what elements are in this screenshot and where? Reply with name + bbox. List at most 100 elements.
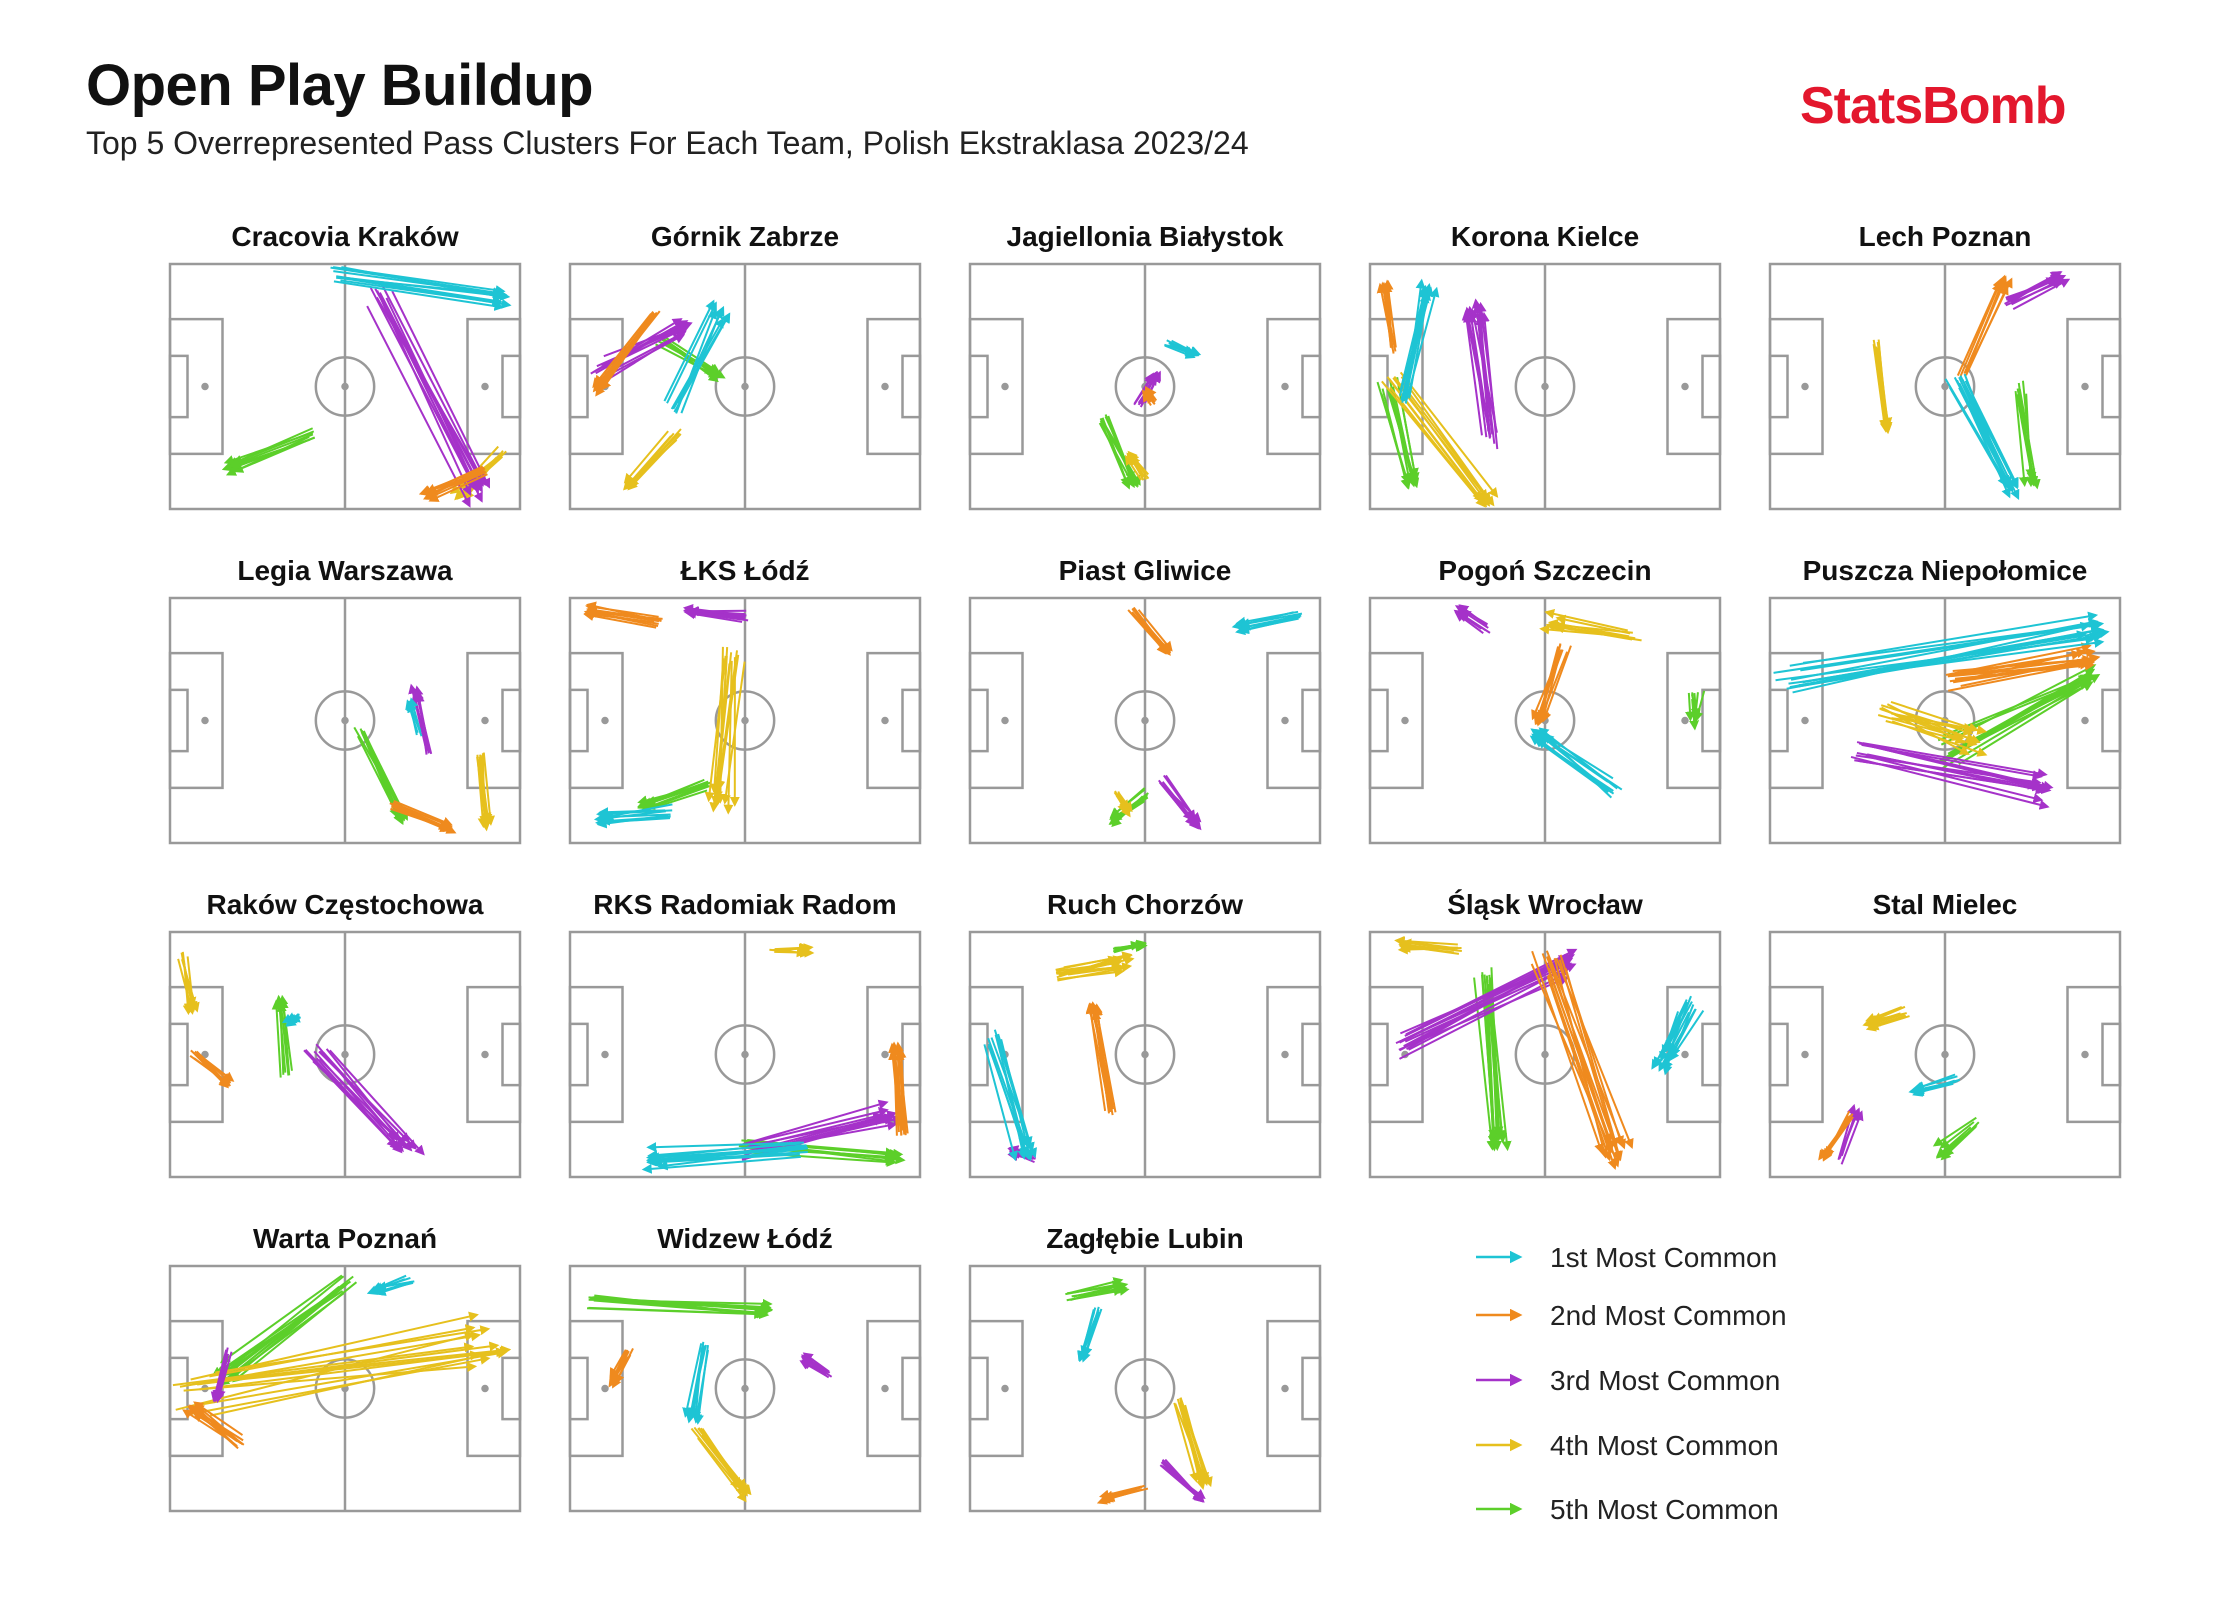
pass-cluster-5 (2014, 380, 2041, 490)
pass-arrow (1534, 653, 1561, 726)
pass-cluster-5 (587, 1294, 774, 1320)
pass-arrow (774, 947, 815, 958)
penalty-box-left (568, 1319, 624, 1458)
centre-circle (1114, 1024, 1176, 1085)
centre-spot (741, 382, 749, 391)
pass-arrow (597, 310, 661, 390)
pass-cluster-4 (704, 646, 746, 815)
pass-cluster-2 (1085, 1001, 1117, 1116)
pass-arrow (194, 1402, 244, 1446)
pass-arrow (1964, 380, 2019, 488)
pass-arrow (391, 290, 491, 489)
pass-arrow (393, 800, 453, 827)
pitch (168, 930, 522, 1179)
team-title: Jagiellonia Białystok (1007, 221, 1284, 252)
pass-arrow (1454, 611, 1484, 634)
centre-spot (1941, 1050, 1949, 1059)
pass-cluster-1 (1529, 727, 1623, 799)
pass-arrow (741, 1120, 898, 1154)
six-yard-box-left (568, 354, 589, 419)
pass-arrow (1536, 651, 1569, 727)
centre-circle (314, 1358, 376, 1419)
team-title: ŁKS Łódź (680, 555, 809, 586)
pass-arrow (1669, 1009, 1705, 1062)
pass-arrow (482, 752, 496, 826)
pass-cluster-5 (271, 994, 293, 1078)
pass-cluster-2 (1141, 385, 1158, 406)
pass-arrow (1065, 1280, 1123, 1296)
pass-cluster-4 (1877, 701, 1988, 757)
pass-cluster-1 (593, 803, 673, 829)
team-panel: Warta Poznań (168, 1223, 522, 1513)
pass-arrow (479, 754, 492, 828)
pass-arrow (1146, 387, 1158, 402)
pass-arrow (1098, 1485, 1142, 1500)
pass-arrow (596, 328, 682, 368)
penalty-spot-left (1001, 1384, 1009, 1393)
pass-cluster-4 (1872, 339, 1893, 435)
penalty-box-left (1768, 651, 1824, 790)
pass-arrow (1127, 609, 1168, 654)
pass-arrow (381, 298, 483, 503)
pass-arrow (1092, 1004, 1117, 1113)
pass-arrow (1944, 378, 2010, 488)
penalty-spot-left (1801, 1050, 1809, 1059)
penalty-spot-left (601, 716, 609, 725)
legend-item: 2nd Most Common (1476, 1300, 1787, 1331)
centre-circle (714, 690, 776, 751)
pass-arrow (1161, 781, 1202, 831)
pass-arrow (740, 1099, 889, 1146)
team-title: Piast Gliwice (1059, 555, 1232, 586)
pass-arrow (1547, 974, 1618, 1170)
pass-arrow (1950, 659, 2091, 678)
six-yard-box-left (568, 1022, 589, 1087)
pass-cluster-4 (1113, 790, 1133, 818)
pass-arrow (2018, 388, 2041, 490)
team-panel: Pogoń Szczecin (1368, 555, 1722, 845)
team-panel: Puszcza Niepołomice (1768, 555, 2122, 845)
page-subtitle: Top 5 Overrepresented Pass Clusters For … (86, 125, 1249, 161)
pass-cluster-5 (353, 726, 408, 826)
pass-cluster-3 (1453, 604, 1491, 634)
penalty-spot-right (1281, 716, 1289, 725)
pass-arrow (1055, 951, 1133, 971)
pass-cluster-4 (1055, 951, 1135, 982)
pass-cluster-5 (1684, 690, 1706, 731)
pass-arrow (199, 1347, 507, 1391)
pass-arrow (1854, 759, 2049, 794)
penalty-spot-right (1681, 716, 1689, 725)
pass-arrow (1161, 1464, 1206, 1499)
pass-arrow (1173, 1402, 1199, 1483)
pass-arrow (1876, 347, 1892, 430)
pass-arrow (381, 284, 486, 486)
pass-arrow (2015, 394, 2037, 487)
pass-cluster-5 (211, 1274, 358, 1386)
six-yard-box-left (168, 688, 189, 753)
legend-item: 1st Most Common (1476, 1242, 1777, 1273)
six-yard-box-right (1301, 1022, 1322, 1087)
penalty-spot-right (481, 716, 489, 725)
pass-arrow (983, 1044, 1018, 1162)
pass-arrow (1380, 282, 1392, 348)
legend-item: 4th Most Common (1476, 1430, 1779, 1461)
pass-arrow (675, 308, 718, 414)
penalty-box-right (466, 317, 522, 456)
page-title: Open Play Buildup (86, 53, 594, 118)
pass-arrow (1891, 720, 1988, 757)
pass-cluster-2 (592, 310, 661, 397)
pass-arrow (1665, 1001, 1693, 1052)
pass-arrow (1165, 774, 1200, 825)
pass-arrow (1533, 737, 1614, 792)
pass-arrow (594, 313, 652, 386)
pass-arrow (271, 999, 282, 1078)
pass-arrow (413, 689, 429, 750)
pass-arrow (896, 1047, 907, 1136)
pass-arrow (590, 1298, 769, 1318)
pass-arrow (1858, 742, 2039, 790)
six-yard-box-right (501, 354, 522, 419)
team-panel: Zagłębie Lubin (968, 1223, 1322, 1513)
pass-cluster-1 (682, 1341, 710, 1425)
penalty-spot-right (881, 382, 889, 391)
pass-arrow (195, 1050, 230, 1087)
pass-arrow (221, 1283, 348, 1376)
